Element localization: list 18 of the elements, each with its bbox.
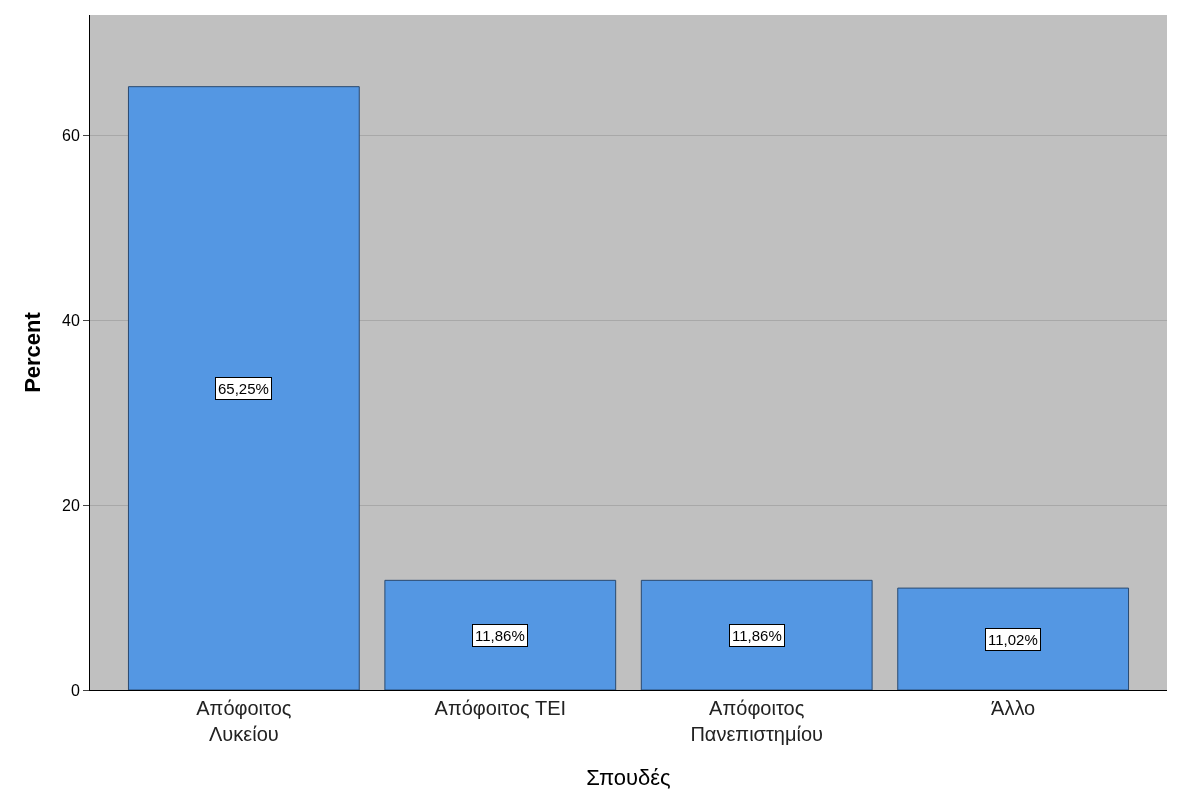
bar xyxy=(127,86,360,690)
data-label: 11,86% xyxy=(732,627,782,644)
data-label: 65,25% xyxy=(218,380,269,397)
data-label: 11,86% xyxy=(475,627,525,644)
y-axis-title: Percent xyxy=(19,311,45,393)
y-tick-label: 40 xyxy=(62,311,80,329)
bar xyxy=(897,587,1130,690)
y-tick-label: 0 xyxy=(70,681,80,699)
bar xyxy=(384,579,617,690)
bar xyxy=(640,579,873,690)
x-tick-label: Απόφοιτος Πανεπιστημίου xyxy=(690,697,823,745)
x-tick-label: Άλλο xyxy=(991,697,1036,719)
x-axis-title: Σπουδές xyxy=(586,764,671,790)
y-tick-label: 20 xyxy=(62,496,80,514)
y-tick-label: 60 xyxy=(62,126,80,144)
data-label: 11,02% xyxy=(988,631,1038,648)
x-tick-label: Απόφοιτος Λυκείου xyxy=(196,697,292,745)
x-tick-label: Απόφοιτος ΤΕΙ xyxy=(434,697,567,719)
